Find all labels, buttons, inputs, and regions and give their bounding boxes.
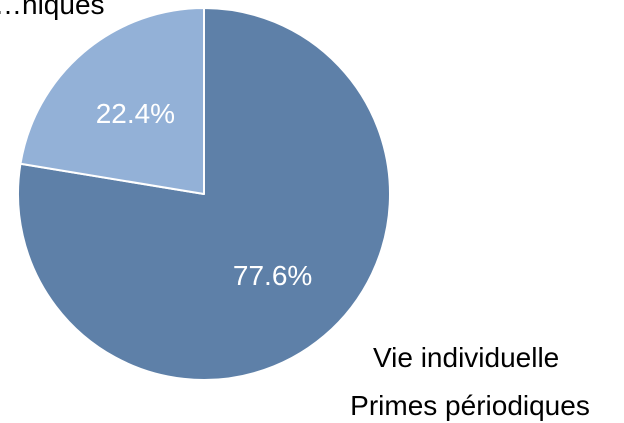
- pie-slice-1: [19, 7, 205, 195]
- slice-value-label-0: 77.6%: [233, 260, 312, 291]
- slice-value-label-1: 22.4%: [96, 98, 175, 129]
- slice-label-primes-periodiques: Vie individuelle Primes périodiques: [350, 342, 590, 421]
- pie-value-labels: 77.6% 22.4%: [96, 98, 313, 291]
- slice-label-primes-uniques: …niques: [0, 0, 105, 20]
- pie-slices: [17, 7, 391, 381]
